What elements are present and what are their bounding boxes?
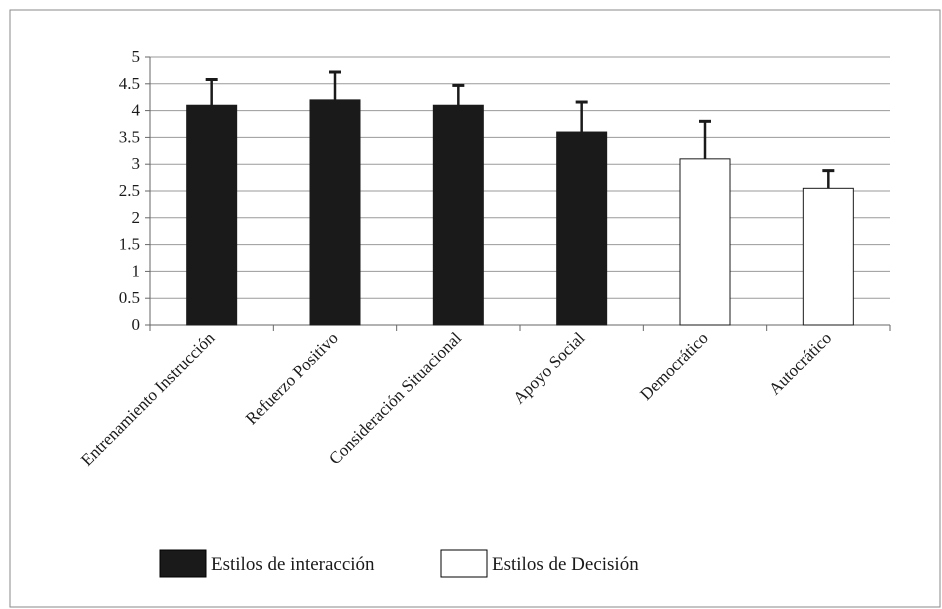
y-tick-label: 4 (132, 101, 141, 120)
y-tick-label: 0 (132, 315, 141, 334)
legend-label-decision: Estilos de Decisión (492, 554, 639, 575)
y-axis: 0 0.5 1 1.5 2 2.5 3 3.5 4 4.5 5 (119, 47, 151, 334)
legend-swatch-interaccion (159, 549, 207, 578)
bar (432, 104, 484, 326)
bar (186, 104, 238, 326)
legend: Estilos de interacción Estilos de Decisi… (159, 549, 639, 578)
legend-swatch-decision (440, 549, 488, 578)
y-tick-label: 3.5 (119, 127, 140, 146)
y-tick-label: 2 (132, 208, 141, 227)
y-tick-label: 1 (132, 261, 141, 280)
y-tick-label: 0.5 (119, 288, 140, 307)
error-bars (205, 70, 835, 189)
bar (309, 99, 361, 326)
bar (556, 131, 608, 326)
x-axis (149, 324, 891, 331)
y-tick-label: 4.5 (119, 74, 140, 93)
legend-item-decision: Estilos de Decisión (440, 549, 639, 578)
bars (186, 99, 854, 326)
legend-label-interaccion: Estilos de interacción (211, 554, 375, 575)
y-tick-label: 1.5 (119, 235, 140, 254)
bar (802, 187, 854, 326)
y-tick-label: 2.5 (119, 181, 140, 200)
legend-item-interaccion: Estilos de interacción (159, 549, 375, 578)
gridlines (150, 56, 890, 299)
y-tick-label: 3 (132, 154, 141, 173)
y-tick-label: 5 (132, 47, 141, 66)
bar (679, 158, 731, 326)
